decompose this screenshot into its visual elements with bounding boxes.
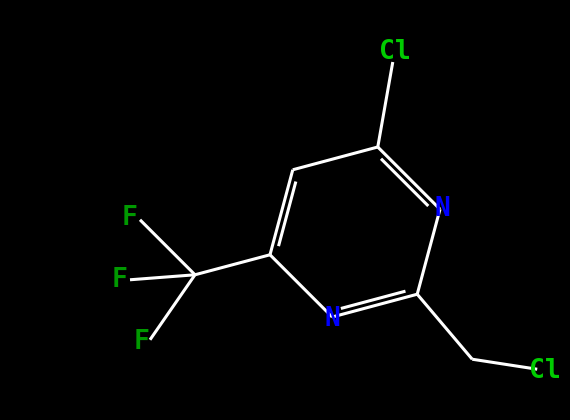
Text: N: N: [324, 306, 340, 332]
Text: Cl: Cl: [530, 358, 561, 384]
Text: F: F: [134, 329, 150, 355]
Text: N: N: [434, 196, 450, 222]
Text: Cl: Cl: [379, 39, 410, 65]
Text: F: F: [122, 205, 138, 231]
Text: F: F: [112, 267, 128, 293]
